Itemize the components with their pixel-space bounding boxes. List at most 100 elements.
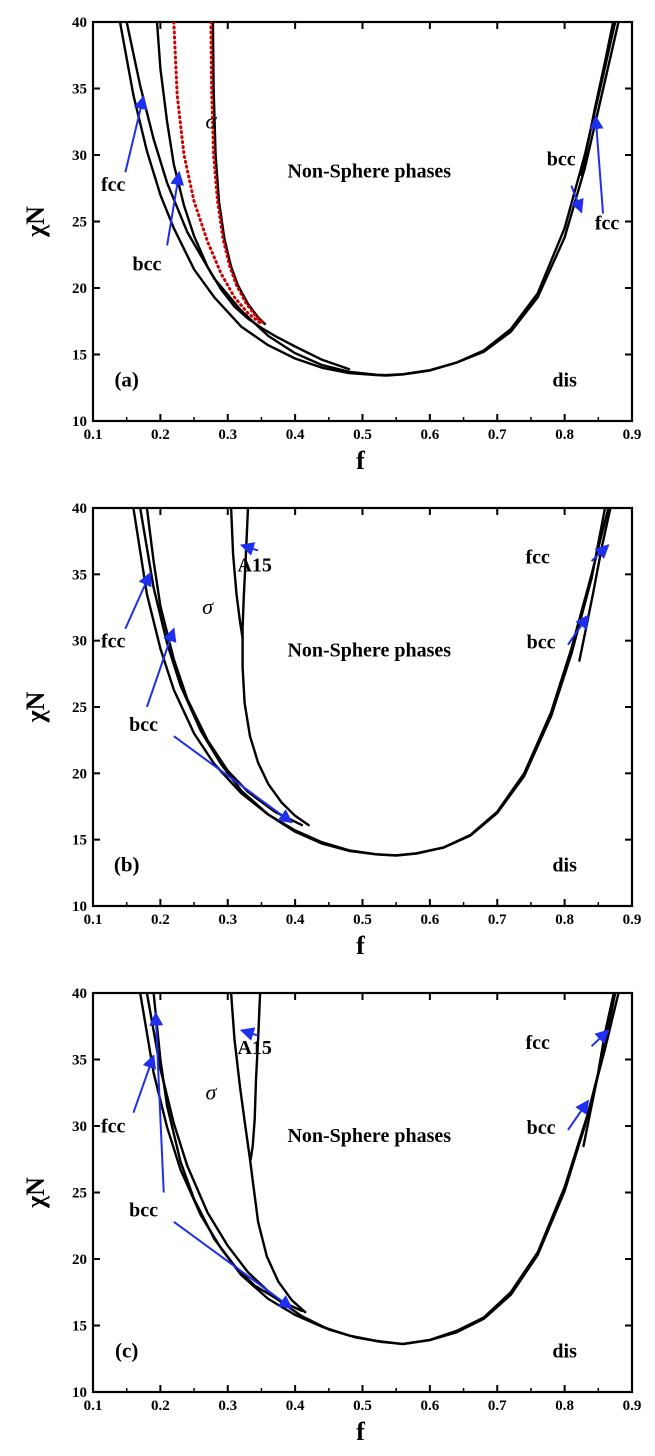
x-tick-label: 0.8 xyxy=(555,912,574,928)
x-tick-label: 0.7 xyxy=(488,912,507,928)
x-axis-label: f xyxy=(356,931,365,960)
x-tick-label: 0.4 xyxy=(286,427,305,443)
y-tick-label: 15 xyxy=(72,348,87,364)
y-tick-label: 15 xyxy=(72,833,87,849)
x-tick-label: 0.7 xyxy=(488,427,507,443)
annotation-arrow xyxy=(239,1027,259,1041)
region-label: fcc xyxy=(101,1116,126,1138)
region-label: Non-Sphere phases xyxy=(287,640,451,662)
y-tick-label: 35 xyxy=(72,567,87,583)
annotation-arrow xyxy=(590,544,610,562)
phase-boundary-line xyxy=(211,22,266,326)
y-tick-label: 25 xyxy=(72,1186,87,1202)
y-tick-label: 40 xyxy=(72,501,87,517)
y-tick-label: 35 xyxy=(72,1053,87,1069)
y-tick-label: 20 xyxy=(72,1252,87,1268)
phase-boundary-line xyxy=(580,22,615,177)
x-tick-label: 0.2 xyxy=(151,427,170,443)
annotation-arrow xyxy=(239,542,259,556)
y-tick-label: 40 xyxy=(72,15,87,31)
x-tick-label: 0.1 xyxy=(84,912,103,928)
x-tick-label: 0.9 xyxy=(623,427,642,443)
x-tick-label: 0.4 xyxy=(286,1398,305,1414)
phase-boundary-line xyxy=(125,22,620,377)
y-tick-label: 20 xyxy=(72,766,87,782)
y-tick-label: 10 xyxy=(72,414,87,430)
region-label: A15 xyxy=(237,1037,271,1059)
region-label: Non-Sphere phases xyxy=(287,161,451,183)
panel-label: (c) xyxy=(115,1338,138,1362)
region-label: fcc xyxy=(595,212,620,234)
annotation-arrow xyxy=(589,115,605,214)
panel-label: (a) xyxy=(114,367,139,391)
y-tick-label: 25 xyxy=(72,700,87,716)
region-label: dis xyxy=(552,369,577,391)
y-axis-label: χN xyxy=(21,206,50,238)
chart-panel: 0.1 0.2 0.3 0.4 0.5 0.6 0.7 0.8 0.9 10 15 20 25 30 35 4… xyxy=(21,986,641,1446)
x-tick-label: 0.6 xyxy=(421,1398,440,1414)
panel-label: (b) xyxy=(114,853,140,877)
x-tick-label: 0.6 xyxy=(421,427,440,443)
region-label: fcc xyxy=(525,1032,550,1054)
phase-boundary-line xyxy=(229,993,307,1314)
phase-boundary-line xyxy=(145,508,304,827)
region-label: dis xyxy=(552,855,577,877)
x-tick-label: 0.6 xyxy=(421,912,440,928)
phase-boundary-line xyxy=(118,22,617,377)
x-axis-label: f xyxy=(356,446,365,475)
plot-frame xyxy=(91,20,634,423)
x-tick-label: 0.2 xyxy=(151,1398,170,1414)
phase-boundary-line xyxy=(249,993,262,1161)
region-label: fcc xyxy=(101,174,126,196)
x-tick-label: 0.9 xyxy=(623,1398,642,1414)
annotation-arrow xyxy=(145,627,177,708)
plot-frame xyxy=(91,991,634,1394)
region-label: A15 xyxy=(237,555,271,577)
annotation-arrow xyxy=(149,1011,165,1193)
plot-frame xyxy=(91,506,634,908)
annotation-arrow xyxy=(132,1054,157,1114)
x-tick-label: 0.8 xyxy=(555,427,574,443)
region-label: bcc xyxy=(129,714,158,736)
y-tick-label: 35 xyxy=(72,82,87,98)
x-tick-label: 0.3 xyxy=(218,427,237,443)
y-tick-label: 10 xyxy=(72,1385,87,1401)
region-label: σ xyxy=(205,108,217,133)
annotation-arrow xyxy=(173,735,293,824)
series-group xyxy=(118,22,620,377)
x-tick-label: 0.1 xyxy=(84,1398,103,1414)
region-label: dis xyxy=(552,1340,577,1362)
region-label: bcc xyxy=(527,632,556,654)
phase-boundary-line xyxy=(229,508,244,640)
x-tick-label: 0.3 xyxy=(218,912,237,928)
annotation-arrow xyxy=(124,571,152,630)
chart-panel: 0.1 0.2 0.3 0.4 0.5 0.6 0.7 0.8 0.9 10 15 20 25 30 35 4… xyxy=(21,501,641,960)
annotation-arrow xyxy=(567,614,590,646)
region-label: bcc xyxy=(132,254,161,276)
phase-boundary-line xyxy=(152,993,304,1313)
phase-boundary-line xyxy=(155,22,351,371)
x-tick-label: 0.5 xyxy=(353,912,372,928)
y-tick-label: 15 xyxy=(72,1319,87,1335)
region-label: bcc xyxy=(129,1199,158,1221)
x-tick-label: 0.5 xyxy=(353,427,372,443)
x-tick-label: 0.4 xyxy=(286,912,305,928)
region-label: bcc xyxy=(547,149,576,171)
series-group xyxy=(132,508,612,857)
x-tick-label: 0.9 xyxy=(623,912,642,928)
region-label: σ xyxy=(202,594,214,619)
x-tick-label: 0.1 xyxy=(84,427,103,443)
y-axis-label: χN xyxy=(21,1177,50,1209)
x-tick-label: 0.2 xyxy=(151,912,170,928)
region-label: fcc xyxy=(525,547,550,569)
region-label: fcc xyxy=(101,630,126,652)
y-tick-label: 30 xyxy=(72,1119,87,1135)
phase-boundary-line xyxy=(241,508,310,827)
annotation-arrow xyxy=(590,1029,610,1047)
y-tick-label: 30 xyxy=(72,634,87,650)
annotation-arrow xyxy=(124,95,148,173)
x-tick-label: 0.7 xyxy=(488,1398,507,1414)
x-axis-label: f xyxy=(356,1417,365,1446)
annotation-arrow xyxy=(173,1220,293,1310)
